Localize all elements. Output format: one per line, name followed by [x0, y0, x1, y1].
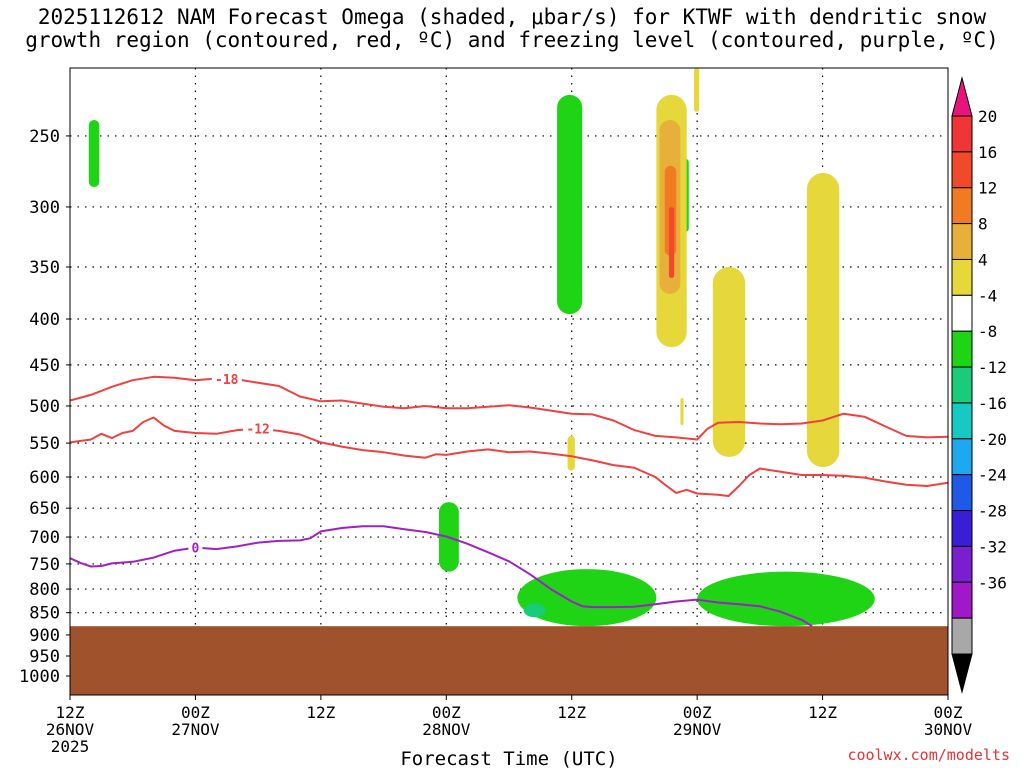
credit-text: coolwx.com/modelts	[847, 746, 1010, 764]
y-tick-label-800: 800	[29, 580, 60, 600]
colorbar-box-11	[951, 510, 973, 547]
y-tick-label-500: 500	[29, 397, 60, 417]
omega-region-10	[668, 206, 675, 278]
colorbar-box-1	[951, 151, 973, 189]
y-tick-label-900: 900	[29, 626, 60, 646]
chart-title-line-1: 2025112612 NAM Forecast Omega (shaded, μ…	[37, 5, 987, 29]
colorbar-label-8: -16	[978, 394, 1007, 413]
contour-label-bg-2	[188, 540, 203, 555]
colorbar-label-0: 20	[978, 107, 997, 126]
x-tick-label-84-2: 30NOV	[924, 720, 973, 739]
x-tick-label-12-2: 27NOV	[171, 720, 220, 739]
x-tick-label-36-1: 00Z	[432, 703, 461, 722]
colorbar-box-7	[951, 366, 973, 404]
colorbar-label-2: 12	[978, 179, 997, 198]
y-tick-label-350: 350	[29, 258, 60, 278]
colorbar-box-5	[951, 294, 973, 332]
x-tick-label-36-2: 28NOV	[422, 720, 471, 739]
colorbar-top-arrow	[951, 76, 973, 117]
colorbar-label-6: -8	[978, 322, 997, 341]
plot-frame	[69, 67, 949, 696]
colorbar-label-7: -12	[978, 358, 1007, 377]
colorbar-label-1: 16	[978, 143, 997, 162]
x-tick-label-48-1: 12Z	[557, 703, 586, 722]
terrain-fill	[70, 626, 948, 695]
colorbar-box-10	[951, 474, 973, 512]
omega-region-15	[680, 398, 684, 425]
y-tick-label-550: 550	[29, 434, 60, 454]
chart-title-line-2: growth region (contoured, red, ºC) and f…	[25, 28, 999, 52]
y-tick-label-850: 850	[29, 604, 60, 624]
x-tick-label-0-3: 2025	[51, 737, 90, 756]
colorbar-box-4	[951, 258, 973, 296]
colorbar-label-3: 8	[978, 215, 988, 234]
contour-label-0: -18	[215, 373, 239, 388]
y-tick-label-300: 300	[29, 198, 60, 218]
y-tick-label-650: 650	[29, 499, 60, 519]
colorbar-label-4: 4	[978, 250, 988, 269]
colorbar-box-2	[951, 187, 973, 225]
omega-region-5	[697, 571, 875, 627]
chart-title: 2025112612 NAM Forecast Omega (shaded, μ…	[0, 6, 1024, 52]
y-tick-label-700: 700	[29, 528, 60, 548]
colorbar-box-0	[951, 115, 973, 153]
y-tick-label-250: 250	[29, 127, 60, 147]
colorbar-box-3	[951, 223, 973, 260]
x-tick-label-60-1: 00Z	[683, 703, 712, 722]
omega-region-13	[806, 173, 840, 468]
colorbar-box-8	[951, 402, 973, 440]
y-tick-label-450: 450	[29, 356, 60, 376]
colorbar-label-11: -28	[978, 502, 1007, 521]
axes: 2503003504004505005506006507007508008509…	[19, 127, 972, 756]
colorbar-label-12: -32	[978, 537, 1007, 556]
colorbar-bottom-arrow	[951, 653, 973, 694]
x-tick-label-84-1: 00Z	[934, 703, 963, 722]
colorbar-label-10: -24	[978, 466, 1007, 485]
omega-region-0	[88, 120, 100, 187]
y-tick-label-400: 400	[29, 310, 60, 330]
colorbar: 20 16 12 8 4 -4 -8 -12 -16 -20 -24 -28 -32 -36	[951, 76, 1007, 694]
omega-region-3	[517, 569, 657, 627]
colorbar-box-14	[951, 617, 973, 655]
omega-region-4	[523, 603, 546, 618]
contours: -18 -12 0	[70, 371, 948, 628]
x-tick-label-12-1: 00Z	[181, 703, 210, 722]
contour-2	[70, 525, 813, 628]
omega-region-1	[557, 94, 583, 315]
colorbar-box-6	[951, 330, 973, 368]
colorbar-label-9: -20	[978, 430, 1007, 449]
contour-label-1: -12	[246, 423, 269, 438]
contour-label-2: 0	[192, 541, 200, 556]
x-tick-label-24-1: 12Z	[306, 703, 335, 722]
x-axis-label: Forecast Time (UTC)	[400, 748, 617, 768]
y-tick-label-1000: 1000	[19, 667, 60, 687]
omega-shading	[70, 68, 948, 695]
colorbar-label-5: -4	[978, 286, 997, 305]
contour-1	[70, 416, 948, 497]
contour-label-bg-1	[243, 421, 274, 436]
colorbar-label-13: -36	[978, 573, 1007, 592]
omega-region-11	[694, 68, 700, 112]
omega-region-14	[567, 435, 575, 471]
y-tick-label-600: 600	[29, 468, 60, 488]
x-tick-label-60-2: 29NOV	[673, 720, 722, 739]
x-tick-label-0-2: 26NOV	[46, 720, 95, 739]
x-tick-label-0-1: 12Z	[56, 703, 85, 722]
colorbar-box-9	[951, 438, 973, 476]
colorbar-box-12	[951, 545, 973, 583]
omega-region-12	[712, 267, 746, 458]
y-tick-label-950: 950	[29, 647, 60, 667]
contour-label-bg-0	[211, 371, 242, 386]
x-tick-label-72-1: 12Z	[808, 703, 837, 722]
colorbar-box-13	[951, 581, 973, 619]
y-tick-label-750: 750	[29, 555, 60, 575]
